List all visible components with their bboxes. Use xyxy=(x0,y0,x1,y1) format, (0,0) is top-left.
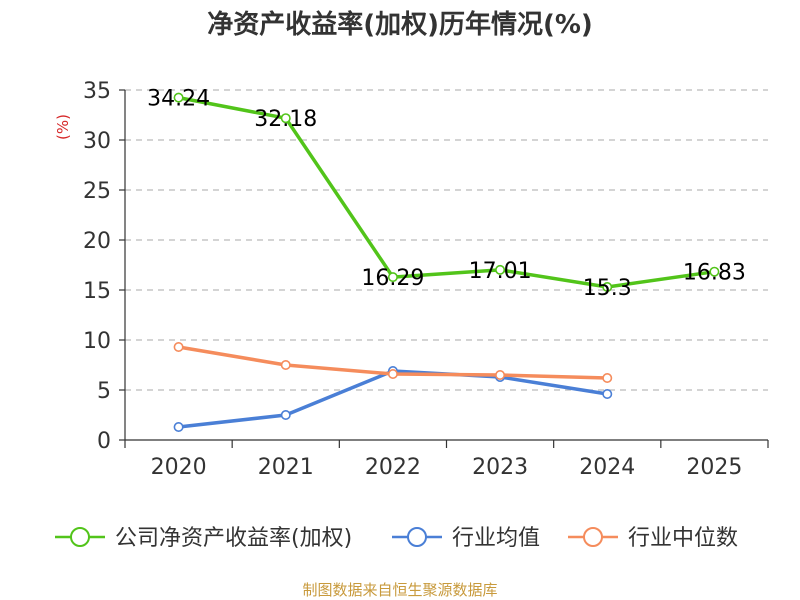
data-point xyxy=(173,92,184,103)
source-caption: 制图数据来自恒生聚源数据库 xyxy=(302,581,497,599)
data-point xyxy=(602,372,613,383)
legend-label: 公司净资产收益率(加权) xyxy=(115,526,352,551)
data-point xyxy=(709,266,720,277)
data-point xyxy=(495,369,506,380)
data-label: 15.3 xyxy=(583,276,632,301)
y-tick-label: 30 xyxy=(83,129,111,154)
series xyxy=(173,92,720,432)
y-tick-label: 15 xyxy=(83,279,111,304)
data-point xyxy=(280,409,291,420)
data-point xyxy=(280,359,291,370)
x-tick-label: 2020 xyxy=(151,455,207,480)
legend-marker xyxy=(407,527,427,547)
x-tick-label: 2024 xyxy=(579,455,635,480)
chart-title: 净资产收益率(加权)历年情况(%) xyxy=(207,9,593,40)
legend-label: 行业均值 xyxy=(452,526,540,551)
y-tick-label: 10 xyxy=(83,329,111,354)
data-point xyxy=(173,421,184,432)
data-point xyxy=(602,388,613,399)
x-tick-label: 2025 xyxy=(686,455,742,480)
x-tick-label: 2021 xyxy=(258,455,314,480)
y-tick-label: 0 xyxy=(97,429,111,454)
data-point xyxy=(387,368,398,379)
data-label: 34.24 xyxy=(147,87,210,112)
series-line xyxy=(176,369,609,429)
y-tick-label: 20 xyxy=(83,229,111,254)
legend-marker xyxy=(70,527,90,547)
x-tick-label: 2023 xyxy=(472,455,528,480)
legend-label: 行业中位数 xyxy=(628,526,738,551)
legend: 公司净资产收益率(加权) 行业均值 行业中位数 xyxy=(55,526,738,551)
data-label: 16.29 xyxy=(361,266,424,291)
data-point xyxy=(280,113,291,124)
series-line xyxy=(176,95,717,289)
legend-marker xyxy=(583,527,603,547)
y-tick-label: 25 xyxy=(83,179,111,204)
x-tick-label: 2022 xyxy=(365,455,421,480)
y-tick-label: 5 xyxy=(97,379,111,404)
data-label: 17.01 xyxy=(469,259,532,284)
y-tick-label: 35 xyxy=(83,79,111,104)
data-point xyxy=(387,272,398,283)
y-axis-label: (%) xyxy=(54,114,72,140)
grid-lines xyxy=(125,89,768,391)
data-point xyxy=(495,264,506,275)
data-point xyxy=(173,341,184,352)
data-labels: 34.24 32.18 16.29 17.01 15.3 16.83 xyxy=(147,87,746,301)
data-point xyxy=(602,281,613,292)
data-label: 16.83 xyxy=(683,261,746,286)
data-label: 32.18 xyxy=(254,107,317,132)
